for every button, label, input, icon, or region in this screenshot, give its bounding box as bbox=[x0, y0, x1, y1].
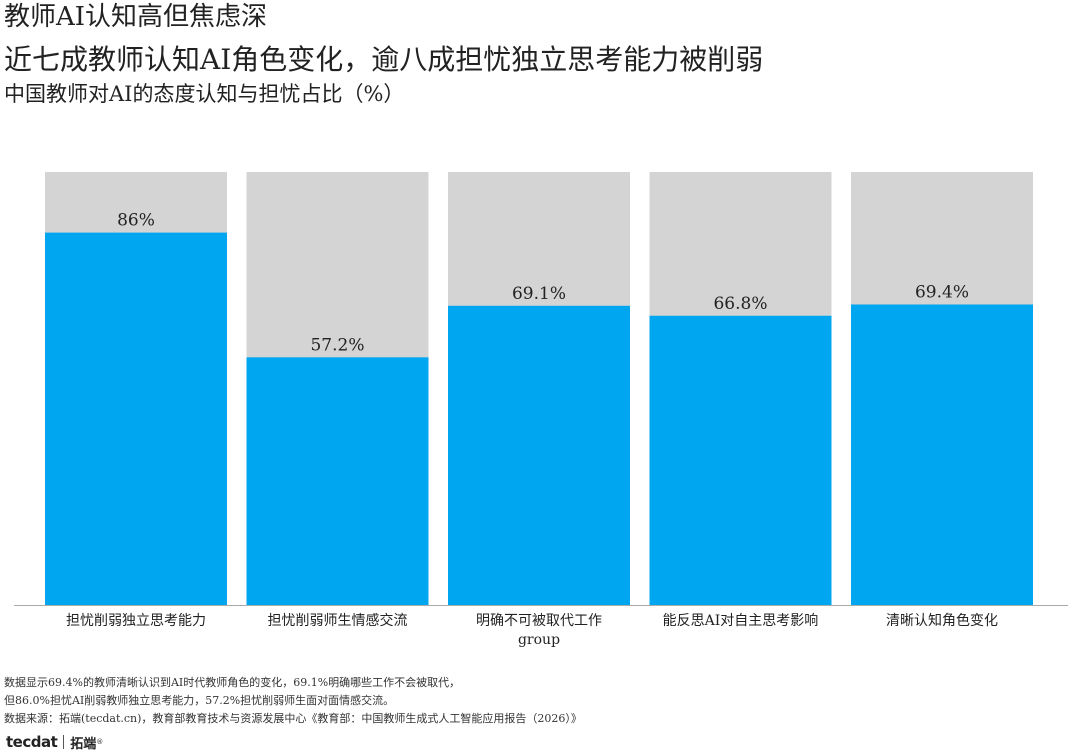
category-tick-label: 明确不可被取代工作 bbox=[476, 613, 602, 629]
bar-value-label: 69.1% bbox=[512, 284, 566, 304]
bar bbox=[448, 305, 630, 605]
chart-subtitle: 近七成教师认知AI角色变化，逾八成担忧独立思考能力被削弱 bbox=[4, 43, 764, 76]
logo-divider bbox=[63, 735, 65, 749]
logo-latin-text: tecdat bbox=[6, 733, 58, 751]
bar bbox=[851, 304, 1033, 605]
bar-value-label: 69.4% bbox=[915, 282, 969, 302]
bar bbox=[45, 232, 227, 605]
brand-logo: tecdat 拓端 ® bbox=[6, 732, 103, 752]
chart-title: 教师AI认知高但焦虑深 bbox=[4, 2, 268, 32]
category-tick-label: 担忧削弱独立思考能力 bbox=[66, 613, 206, 629]
source-line: 数据来源：拓端(tecdat.cn)，教育部教育技术与资源发展中心《教育部：中国… bbox=[4, 712, 582, 725]
footnote-line: 数据显示69.4%的教师清晰认识到AI时代教师角色的变化，69.1%明确哪些工作… bbox=[4, 676, 461, 689]
bar-value-label: 57.2% bbox=[310, 335, 364, 355]
chart-caption: 中国教师对AI的态度认知与担忧占比（%） bbox=[4, 82, 405, 106]
bar bbox=[649, 315, 832, 605]
bar-chart: 86% 担忧削弱独立思考能力 57.2% 担忧削弱师生情感交流 69.1% 明确不可被取代… bbox=[14, 172, 1068, 648]
category-tick-label: 清晰认知角色变化 bbox=[886, 612, 998, 629]
footnotes: 数据显示69.4%的教师清晰认识到AI时代教师角色的变化，69.1%明确哪些工作… bbox=[4, 674, 582, 728]
category-tick-label: 担忧削弱师生情感交流 bbox=[268, 612, 408, 629]
bar-value-label: 66.8% bbox=[713, 294, 767, 314]
registered-mark-icon: ® bbox=[96, 738, 104, 746]
bar bbox=[246, 357, 429, 605]
logo-chinese-text: 拓端 bbox=[70, 736, 97, 752]
category-tick-label: group bbox=[518, 632, 560, 648]
footnote-line: 但86.0%担忧AI削弱教师独立思考能力，57.2%担忧削弱师生面对面情感交流。 bbox=[4, 694, 395, 707]
bar-value-label: 86% bbox=[117, 211, 155, 231]
category-tick-label: 能反思AI对自主思考影响 bbox=[663, 613, 819, 629]
